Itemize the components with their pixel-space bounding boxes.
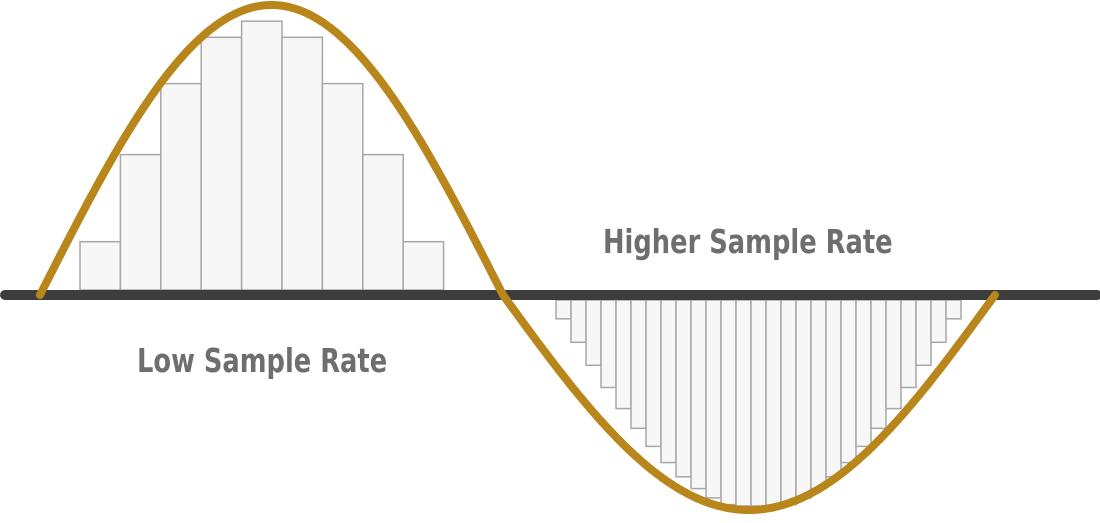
high-rate-sample-bar [780,299,797,506]
high-rate-sample-bar [645,299,662,448]
high-rate-sample-bar [600,299,617,389]
low-rate-sample-bar [119,153,162,291]
low-rate-sample-bar [281,36,324,291]
high-rate-sample-bar [900,299,917,389]
high-rate-sample-bar [825,299,842,478]
low-rate-sample-bar [160,82,202,291]
high-rate-sample-bar [585,299,602,367]
high-rate-sample-bar [930,299,947,344]
high-rate-sample-bar [945,299,962,320]
low-sample-rate-label: Low Sample Rate [137,341,388,380]
high-rate-sample-bar [840,299,857,464]
high-rate-sample-bar [870,299,887,430]
high-rate-sample-bar [885,299,902,410]
high-rate-sample-bar [690,299,707,490]
high-rate-sample-bar [630,299,647,430]
low-sample-rate-bars [79,20,445,291]
low-rate-sample-bar [200,36,243,291]
low-rate-sample-bar [362,153,404,291]
high-rate-sample-bar [750,299,767,507]
high-rate-sample-bar [570,299,587,344]
high-rate-sample-bar [765,299,782,507]
high-rate-sample-bar [660,299,677,464]
high-rate-sample-bar [705,299,722,499]
high-sample-rate-bars [555,299,962,507]
high-rate-sample-bar [915,299,932,367]
high-rate-sample-bar [855,299,872,448]
high-rate-sample-bar [720,299,737,506]
high-rate-sample-bar [795,299,812,499]
high-rate-sample-bar [615,299,632,410]
low-rate-sample-bar [240,20,283,291]
high-rate-sample-bar [555,299,572,320]
high-rate-sample-bar [810,299,827,490]
higher-sample-rate-label: Higher Sample Rate [603,222,893,261]
high-rate-sample-bar [735,299,752,507]
low-rate-sample-bar [402,240,445,291]
low-rate-sample-bar [79,240,122,291]
sine-wave-curve [36,1,999,514]
low-rate-sample-bar [321,82,364,291]
high-rate-sample-bar [675,299,692,478]
